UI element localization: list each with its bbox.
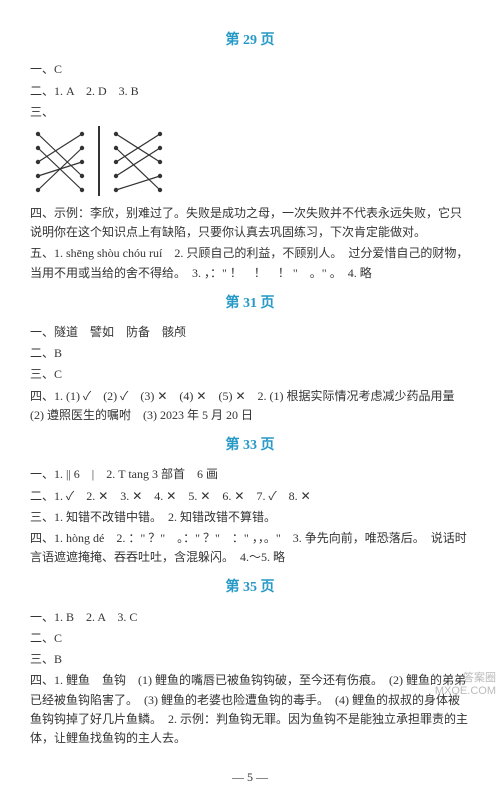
s35-l2: 二、C [30,629,470,648]
heading-p35: 第 35 页 [30,577,470,599]
s29-l3: 三、 [30,103,470,122]
s33-l1: 一、1. || 6 | 2. T tang 3 部首 6 画 [30,465,470,484]
diagram-divider [98,126,100,196]
matching-diagram [30,126,470,196]
s35-l3: 三、B [30,650,470,669]
s33-l3: 三、1. 知错不改错中错。 2. 知错改错不算错。 [30,508,470,527]
diagram-right [108,126,168,196]
s35-l1: 一、1. B 2. A 3. C [30,608,470,627]
s29-l1: 一、C [30,60,470,79]
s33-l2: 二、1. ✓ 2. ✕ 3. ✕ 4. ✕ 5. ✕ 6. ✕ 7. ✓ 8. … [30,487,470,506]
s31-l2: 二、B [30,344,470,363]
s31-l3: 三、C [30,365,470,384]
watermark-l2: MXQE.COM [435,685,496,698]
s29-l5: 五、1. shēng shòu chóu ruí 2. 只顾自己的利益，不顾别人… [30,244,470,282]
page-footer: — 5 — [30,768,470,787]
s31-l4: 四、1. (1) ✓ (2) ✓ (3) ✕ (4) ✕ (5) ✕ 2. (1… [30,387,470,425]
diagram-left [30,126,90,196]
watermark-l1: 答案圈 [435,672,496,685]
s31-l1: 一、隧道 譬如 防备 骸颅 [30,323,470,342]
heading-p31: 第 31 页 [30,293,470,315]
heading-p33: 第 33 页 [30,435,470,457]
s29-l2: 二、1. A 2. D 3. B [30,82,470,101]
watermark: 答案圈 MXQE.COM [435,672,496,698]
s33-l4: 四、1. hòng dé 2. ：" ？" 。：" ？" ：" ，，。" 3. … [30,529,470,567]
s29-l4: 四、示例：李欣，别难过了。失败是成功之母，一次失败并不代表永远失败，它只说明你在… [30,204,470,242]
heading-p29: 第 29 页 [30,30,470,52]
s35-l4: 四、1. 鲤鱼 鱼钩 (1) 鲤鱼的嘴唇已被鱼钩钩破，至今还有伤痕。 (2) 鲤… [30,671,470,748]
